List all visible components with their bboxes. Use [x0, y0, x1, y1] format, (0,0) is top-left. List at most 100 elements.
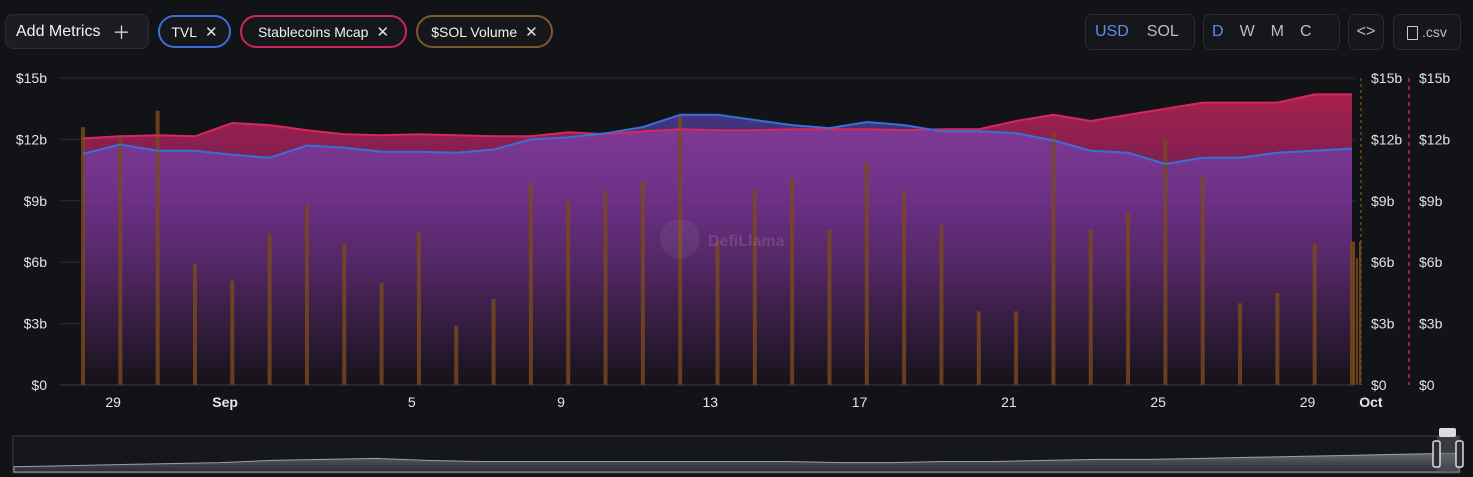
plus-icon: ＋ [112, 22, 131, 43]
x-tick-label: 25 [1150, 394, 1166, 410]
x-tick-label: 29 [105, 394, 121, 410]
volume-bar [81, 127, 85, 386]
period-c-button[interactable]: C [1300, 23, 1312, 40]
volume-bar [1088, 229, 1093, 385]
close-icon[interactable]: ✕ [525, 23, 538, 41]
right-y-tick-label: $9b [1371, 193, 1395, 209]
volume-bar [1353, 241, 1355, 385]
volume-bar [902, 190, 907, 385]
period-d-button[interactable]: D [1212, 23, 1224, 40]
volume-bar [603, 190, 608, 385]
volume-bar [379, 282, 384, 385]
x-tick-label: Oct [1359, 394, 1383, 410]
add-metrics-label: Add Metrics [16, 22, 101, 40]
volume-bar [939, 225, 944, 385]
volume-bar [1312, 243, 1317, 385]
period-w-button[interactable]: W [1239, 23, 1255, 40]
brush-handle-left [1432, 440, 1441, 468]
metric-pill-sol-volume[interactable]: $SOL Volume ✕ [416, 15, 553, 48]
x-tick-label: 17 [852, 394, 868, 410]
tvl-line [82, 113, 1353, 166]
x-tick-label: 21 [1001, 394, 1017, 410]
add-metrics-button[interactable]: Add Metrics ＋ [5, 14, 149, 49]
brush-grip-icon [1439, 428, 1456, 437]
volume-bar [715, 241, 720, 385]
right-y-tick-label-2: $9b [1419, 193, 1443, 209]
embed-button[interactable]: <> [1348, 14, 1384, 50]
code-icon: <> [1356, 23, 1376, 40]
volume-bar [790, 178, 795, 385]
watermark: DefiLlama [660, 219, 785, 259]
right-y-tick-label: $15b [1371, 70, 1402, 86]
range-brush[interactable] [12, 428, 1464, 474]
volume-bars [81, 110, 1361, 386]
right-y-tick-label: $6b [1371, 254, 1395, 270]
volume-bar [752, 188, 757, 385]
volume-bar [1163, 139, 1168, 385]
x-tick-label: 9 [557, 394, 565, 410]
csv-download-button[interactable]: .csv [1393, 14, 1461, 50]
metric-pill-tvl[interactable]: TVL ✕ [158, 15, 231, 48]
volume-bar [1275, 292, 1280, 385]
volume-bar [1014, 311, 1019, 385]
right-y-tick-label: $0 [1371, 377, 1387, 393]
metric-pill-label: Stablecoins Mcap [257, 23, 369, 40]
volume-bar [864, 161, 869, 385]
right-y-tick-label: $3b [1371, 316, 1395, 332]
file-icon [1407, 26, 1419, 40]
metric-pill-label: TVL [171, 23, 198, 40]
y-tick-label: $3b [24, 316, 48, 332]
close-icon[interactable]: ✕ [376, 23, 390, 41]
right-y-tick-label-2: $6b [1419, 254, 1443, 270]
volume-bar [416, 231, 421, 385]
watermark-text: DefiLlama [708, 233, 785, 250]
x-tick-label: 5 [408, 394, 416, 410]
y-tick-label: $6b [24, 254, 48, 270]
volume-bar [118, 135, 123, 385]
volume-bar [827, 229, 832, 385]
right-y-tick-label-2: $3b [1419, 316, 1443, 332]
volume-bar [1238, 303, 1243, 385]
period-toggle: D W M C [1203, 14, 1340, 50]
llama-icon [660, 219, 700, 259]
volume-bar [566, 200, 571, 385]
volume-bar [155, 110, 160, 385]
right-y-tick-label-2: $15b [1419, 70, 1450, 86]
volume-bar [1126, 213, 1131, 385]
right-y-tick-label: $12b [1371, 131, 1402, 147]
y-tick-label: $15b [16, 70, 47, 86]
stablecoins-line [82, 93, 1352, 140]
volume-bar [304, 204, 309, 385]
x-tick-label: Sep [212, 394, 238, 410]
x-tick-label: 13 [703, 394, 719, 410]
currency-sol-button[interactable]: SOL [1146, 23, 1179, 40]
volume-bar [342, 243, 347, 385]
right-y-tick-label-2: $0 [1419, 377, 1435, 393]
currency-usd-button[interactable]: USD [1095, 23, 1129, 40]
metric-pill-label: $SOL Volume [431, 23, 518, 40]
volume-bar [640, 180, 645, 385]
right-y-tick-label-2: $12b [1419, 131, 1450, 147]
y-tick-label: $9b [24, 193, 48, 209]
volume-bar [192, 264, 197, 385]
y-tick-label: $0 [31, 377, 47, 393]
volume-bar [976, 311, 981, 385]
x-tick-label: 29 [1300, 394, 1316, 410]
chart-toolbar: Add Metrics ＋ TVL ✕ Stablecoins Mcap ✕ $… [0, 0, 1473, 64]
csv-label: .csv [1422, 24, 1447, 40]
volume-bar [1350, 241, 1354, 385]
period-m-button[interactable]: M [1270, 23, 1284, 40]
volume-bar [528, 182, 533, 385]
metric-pill-stablecoins[interactable]: Stablecoins Mcap ✕ [240, 15, 407, 48]
volume-bar [454, 325, 459, 385]
volume-bar [1359, 241, 1361, 385]
volume-bar [1051, 133, 1056, 385]
overview-area [13, 452, 1460, 473]
volume-bar [230, 280, 235, 385]
y-tick-label: $12b [16, 131, 47, 147]
volume-bar [491, 299, 496, 385]
volume-bar [1200, 176, 1205, 385]
close-icon[interactable]: ✕ [205, 23, 218, 41]
brush-handle-right [1455, 440, 1464, 468]
